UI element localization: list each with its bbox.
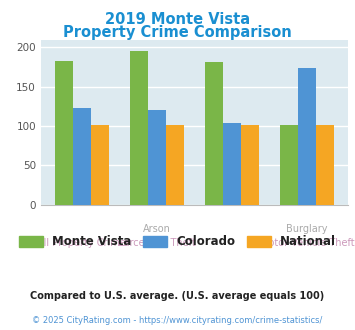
Text: Property Crime Comparison: Property Crime Comparison	[63, 25, 292, 40]
Text: Compared to U.S. average. (U.S. average equals 100): Compared to U.S. average. (U.S. average …	[31, 291, 324, 301]
Text: All Property Crime: All Property Crime	[37, 238, 126, 248]
Bar	[205, 62, 223, 205]
Bar	[316, 125, 334, 205]
Bar	[148, 110, 166, 205]
Bar	[241, 125, 259, 205]
Bar	[73, 108, 91, 205]
Bar	[223, 123, 241, 205]
Text: 2019 Monte Vista: 2019 Monte Vista	[105, 12, 250, 26]
Bar	[91, 125, 109, 205]
Bar	[130, 51, 148, 205]
Bar	[55, 61, 73, 205]
Legend: Monte Vista, Colorado, National: Monte Vista, Colorado, National	[14, 231, 341, 253]
Text: Arson: Arson	[143, 224, 171, 234]
Text: Burglary: Burglary	[286, 224, 328, 234]
Text: Larceny & Theft: Larceny & Theft	[118, 238, 196, 248]
Bar	[280, 125, 298, 205]
Bar	[298, 68, 316, 205]
Text: Motor Vehicle Theft: Motor Vehicle Theft	[260, 238, 354, 248]
Bar	[166, 125, 184, 205]
Text: © 2025 CityRating.com - https://www.cityrating.com/crime-statistics/: © 2025 CityRating.com - https://www.city…	[32, 316, 323, 325]
